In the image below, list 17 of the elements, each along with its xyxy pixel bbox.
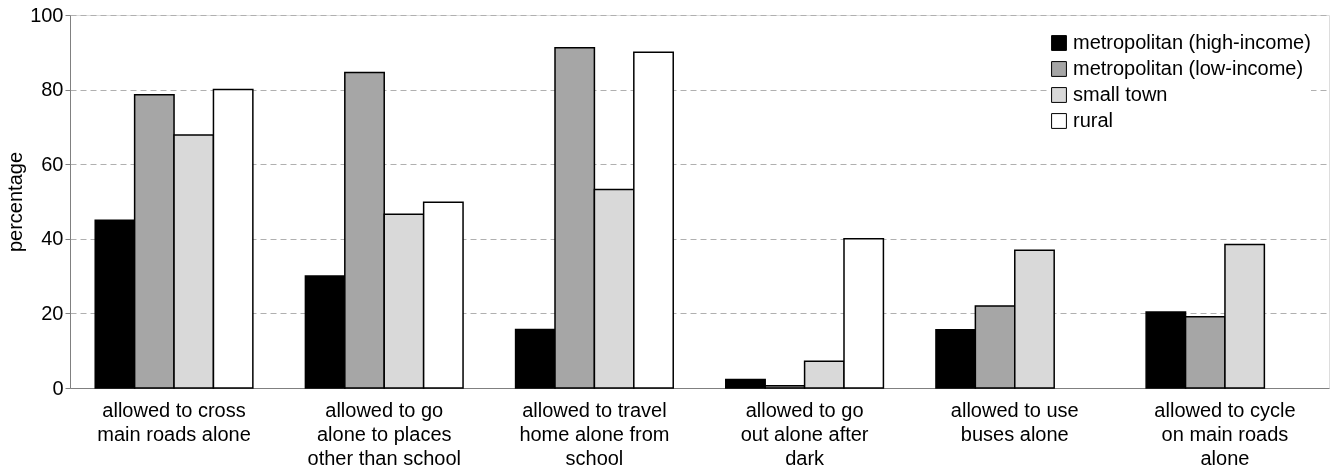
x-tick-label: allowed to cycle on main roads alone (1154, 398, 1296, 469)
x-tick-label: allowed to travel home alone from school (519, 398, 670, 469)
x-tick-label: allowed to cross main roads alone (97, 398, 251, 445)
x-tick-label: allowed to use buses alone (950, 398, 1079, 445)
x-tick-label: allowed to go alone to places other than school (307, 398, 461, 469)
legend-label: small town (1073, 83, 1168, 105)
y-tick-label: 20 (41, 301, 64, 324)
legend-label: metropolitan (high-income) (1073, 31, 1311, 53)
y-axis-title: percentage (4, 151, 27, 253)
x-tick-label: allowed to go out alone after dark (740, 398, 869, 469)
y-tick-label: 100 (30, 3, 64, 26)
legend-label: metropolitan (low-income) (1073, 57, 1304, 79)
legend-label: rural (1073, 109, 1114, 131)
y-tick-label: 60 (41, 152, 64, 175)
y-tick-label: 0 (52, 376, 64, 399)
y-tick-label: 80 (41, 78, 64, 101)
y-tick-label: 40 (41, 227, 64, 250)
